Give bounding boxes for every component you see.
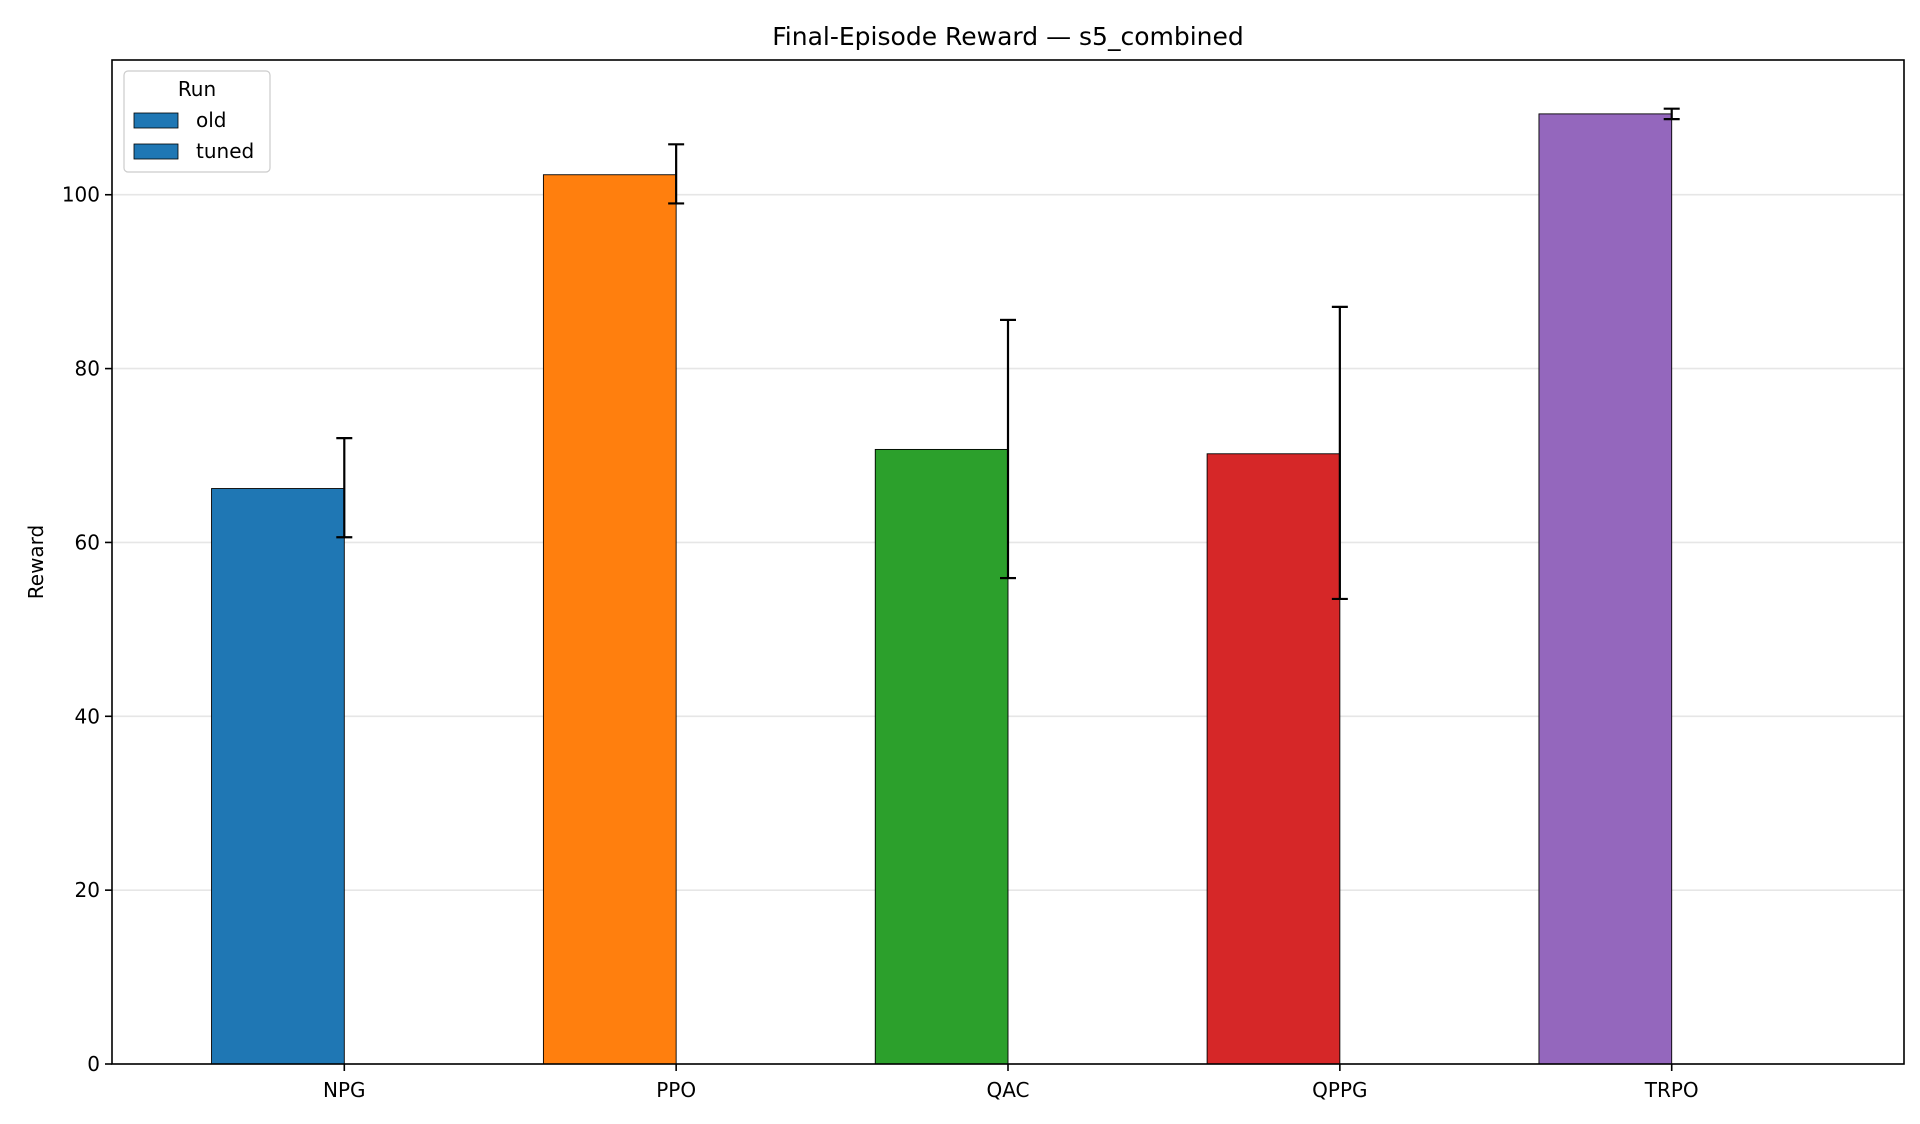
y-tick-label: 0: [87, 1052, 100, 1076]
x-tick-label: TRPO: [1644, 1078, 1699, 1102]
x-axis-ticks: NPG PPO QAC QPPG TRPO: [323, 1064, 1699, 1102]
legend-label-old: old: [196, 108, 227, 132]
error-bars: [336, 107, 1680, 601]
y-axis-ticks: 0 20 40 60 80 100: [62, 183, 112, 1076]
y-tick-label: 100: [62, 183, 100, 207]
chart-title: Final-Episode Reward — s5_combined: [772, 22, 1244, 51]
y-axis-label: Reward: [24, 525, 48, 599]
legend-swatch-old: [133, 112, 179, 129]
bar-qppg: [1206, 453, 1341, 1065]
bar-npg: [211, 488, 345, 1065]
y-tick-label: 40: [75, 704, 100, 728]
x-tick-label: NPG: [323, 1078, 366, 1102]
x-tick-label: PPO: [656, 1078, 696, 1102]
x-tick-label: QAC: [986, 1078, 1029, 1102]
bar-ppo: [542, 174, 677, 1065]
bar-trpo: [1538, 113, 1673, 1065]
legend: Run old tuned: [123, 70, 271, 173]
legend-swatch-tuned: [133, 143, 179, 160]
y-tick-label: 20: [75, 878, 100, 902]
legend-title: Run: [178, 77, 216, 101]
y-tick-label: 80: [75, 357, 100, 381]
x-tick-label: QPPG: [1312, 1078, 1367, 1102]
bars: [211, 113, 1673, 1065]
bar-qac: [874, 448, 1009, 1065]
y-tick-label: 60: [75, 530, 100, 554]
legend-label-tuned: tuned: [196, 139, 254, 163]
